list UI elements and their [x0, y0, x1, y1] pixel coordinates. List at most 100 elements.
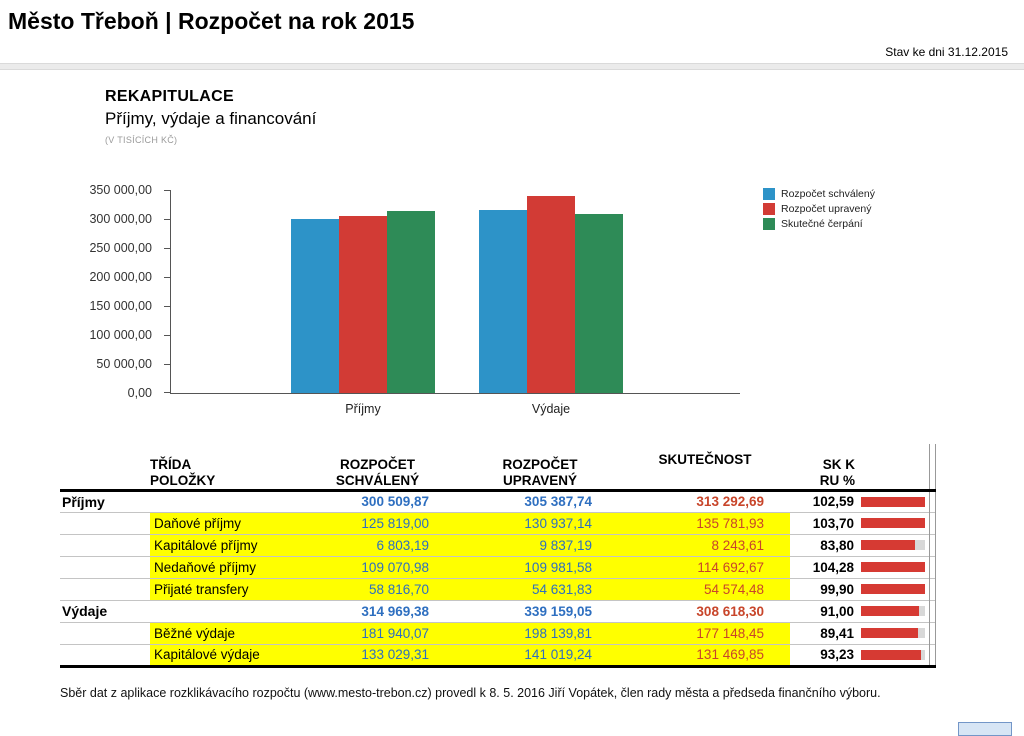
column-header: SK K RU % — [790, 444, 857, 492]
cell-actual: 308 618,30 — [696, 603, 764, 619]
column-header-empty — [928, 444, 936, 492]
chart-bar — [479, 210, 527, 393]
status-date: Stav ke dni 31.12.2015 — [885, 45, 1008, 59]
ratio-bar-track — [861, 562, 925, 572]
cell-adjusted: 109 981,58 — [435, 556, 600, 578]
cell-label: Daňové příjmy — [150, 512, 280, 534]
page-title: Město Třeboň | Rozpočet na rok 2015 — [8, 8, 415, 34]
cell-ratio-bar — [857, 534, 929, 556]
cell-label — [150, 600, 280, 622]
table-row: Daňové příjmy 125 819,00 130 937,14 135 781… — [60, 512, 936, 534]
ratio-bar-track — [861, 540, 925, 550]
cell-pct: 89,41 — [820, 625, 854, 641]
legend-label: Skutečné čerpání — [781, 218, 863, 230]
column-header: ROZPOČET UPRAVENÝ — [435, 444, 600, 492]
legend-label: Rozpočet upravený — [781, 203, 872, 215]
section-heading: REKAPITULACE — [105, 88, 234, 105]
cell-actual: 177 148,45 — [600, 622, 790, 644]
x-axis-category-label: Příjmy — [345, 402, 381, 416]
cell-pct: 91,00 — [820, 603, 854, 619]
legend-item: Skutečné čerpání — [763, 218, 875, 230]
y-axis: 350 000,00 300 000,00 250 000,00 200 000,00… — [0, 183, 160, 400]
chart-bar — [291, 218, 339, 393]
y-axis-tick-label: 300 000,00 — [89, 212, 152, 226]
ratio-bar-track — [861, 649, 925, 660]
chart-bar — [527, 196, 575, 393]
table-edge-cell — [928, 490, 936, 512]
y-axis-tick-label: 350 000,00 — [89, 183, 152, 197]
cell-adjusted: 305 387,74 — [524, 494, 592, 509]
cell-ratio-bar — [857, 622, 929, 644]
ratio-bar-track — [861, 518, 925, 528]
header-divider — [0, 63, 1024, 70]
cell-adjusted: 54 631,83 — [435, 578, 600, 600]
ratio-bar-fill — [861, 606, 920, 616]
y-axis-tick-mark — [164, 277, 171, 278]
cell-actual: 8 243,61 — [600, 534, 790, 556]
cell-approved: 6 803,19 — [280, 534, 435, 556]
table-edge-cell — [928, 578, 936, 600]
column-header-empty — [857, 444, 929, 492]
cell-pct: 99,90 — [820, 581, 854, 597]
cell-ratio-bar — [857, 556, 929, 578]
y-axis-tick-label: 100 000,00 — [89, 328, 152, 342]
table-edge-cell — [928, 534, 936, 556]
y-axis-tick-mark — [164, 306, 171, 307]
table-body: Příjmy 300 509,87 305 387,74 313 292,69 102,… — [60, 490, 936, 666]
y-axis-tick-label: 150 000,00 — [89, 299, 152, 313]
cell-ratio-bar — [857, 644, 929, 666]
ratio-bar-track — [861, 584, 925, 594]
cell-actual: 135 781,93 — [600, 512, 790, 534]
ratio-bar-track — [861, 628, 925, 638]
cell-approved: 109 070,98 — [280, 556, 435, 578]
table-edge-cell — [928, 644, 936, 666]
y-axis-tick-mark — [164, 219, 171, 220]
table-row: Kapitálové výdaje 133 029,31 141 019,24 131… — [60, 644, 936, 666]
table-row: Běžné výdaje 181 940,07 198 139,81 177 148,… — [60, 622, 936, 644]
legend-item: Rozpočet schválený — [763, 188, 875, 200]
cell-label — [150, 490, 280, 512]
cell-label: Přijaté transfery — [150, 578, 280, 600]
cell-adjusted: 339 159,05 — [524, 603, 592, 619]
cell-group: Výdaje — [62, 603, 108, 619]
legend-swatch — [763, 203, 775, 215]
cell-pct: 104,28 — [812, 559, 854, 575]
cell-ratio-bar — [857, 600, 929, 622]
x-axis-category-label: Výdaje — [531, 402, 571, 416]
y-axis-tick-label: 0,00 — [127, 386, 152, 400]
table-edge-cell — [928, 600, 936, 622]
table-row: Nedaňové příjmy 109 070,98 109 981,58 114 6… — [60, 556, 936, 578]
bar-chart: 350 000,00 300 000,00 250 000,00 200 000,00… — [0, 183, 1024, 425]
table-row: Výdaje 314 969,38 339 159,05 308 618,30 91,0… — [60, 600, 936, 622]
cell-adjusted: 9 837,19 — [435, 534, 600, 556]
table-edge-cell — [928, 556, 936, 578]
cell-group — [60, 578, 150, 600]
cell-actual: 313 292,69 — [696, 494, 764, 509]
report-footer: Sběr dat z aplikace rozklikávacího rozpo… — [60, 686, 881, 700]
y-axis-tick-mark — [164, 364, 171, 365]
cell-label: Kapitálové příjmy — [150, 534, 280, 556]
plot-area: Příjmy Výdaje — [164, 190, 740, 416]
y-axis-tick-mark — [164, 392, 171, 393]
legend-swatch — [763, 218, 775, 230]
cell-pct: 102,59 — [812, 494, 854, 509]
cell-adjusted: 130 937,14 — [435, 512, 600, 534]
column-header-empty — [60, 444, 150, 492]
cell-group: Příjmy — [62, 493, 105, 510]
ratio-bar-fill — [861, 562, 925, 572]
budget-table: TŘÍDA POLOŽKY ROZPOČET SCHVÁLENÝ ROZPOČET … — [60, 444, 936, 668]
cell-adjusted: 198 139,81 — [435, 622, 600, 644]
ratio-bar-fill — [861, 628, 919, 638]
chart-legend: Rozpočet schválený Rozpočet upravený Skute… — [763, 188, 875, 233]
y-axis-tick-mark — [164, 190, 171, 191]
cell-label: Nedaňové příjmy — [150, 556, 280, 578]
cell-group — [60, 622, 150, 644]
cell-group — [60, 644, 150, 666]
cell-label: Kapitálové výdaje — [150, 644, 280, 666]
cell-ratio-bar — [857, 490, 929, 512]
cell-ratio-bar — [857, 512, 929, 534]
cell-approved: 133 029,31 — [280, 644, 435, 666]
cell-actual: 131 469,85 — [600, 644, 790, 666]
section-header: REKAPITULACE Příjmy, výdaje a financován… — [105, 88, 316, 145]
y-axis-tick-label: 200 000,00 — [89, 270, 152, 284]
